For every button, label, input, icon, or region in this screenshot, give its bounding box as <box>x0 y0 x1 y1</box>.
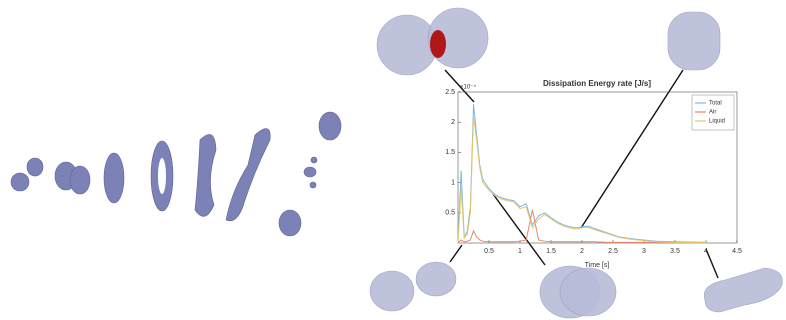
y-tick-label: 1 <box>451 179 455 186</box>
chart-title: Dissipation Energy rate [J/s] <box>543 79 651 88</box>
y-tick-label: 0.5 <box>445 210 455 217</box>
y-tick-label: 2 <box>451 119 455 126</box>
legend-label: Total <box>709 101 722 107</box>
series-line <box>457 209 706 244</box>
x-tick-label: 3 <box>642 248 646 255</box>
shape-insets <box>369 7 783 319</box>
x-tick-label: 1.5 <box>546 248 556 255</box>
legend-label: Air <box>709 110 716 116</box>
x-tick-label: 2.5 <box>608 248 618 255</box>
x-tick-label: 2 <box>580 248 584 255</box>
x-tick-label: 1 <box>518 248 522 255</box>
legend-label: Liquid <box>709 119 725 125</box>
x-tick-label: 0.5 <box>484 248 494 255</box>
plot-frame <box>457 91 738 244</box>
x-tick-label: 3.5 <box>670 248 680 255</box>
series-line <box>457 116 707 244</box>
y-tick-label: 2.5 <box>445 89 455 96</box>
droplet-sequence <box>10 111 342 237</box>
x-axis-label: Time [s] <box>585 262 610 269</box>
series-line <box>457 104 707 244</box>
arrows <box>444 69 719 279</box>
y-multiplier: ×10⁻⁴ <box>460 84 476 91</box>
y-tick-label: 1.5 <box>445 149 455 156</box>
x-tick-label: 4.5 <box>732 248 742 255</box>
x-tick-label: 4 <box>704 248 708 255</box>
